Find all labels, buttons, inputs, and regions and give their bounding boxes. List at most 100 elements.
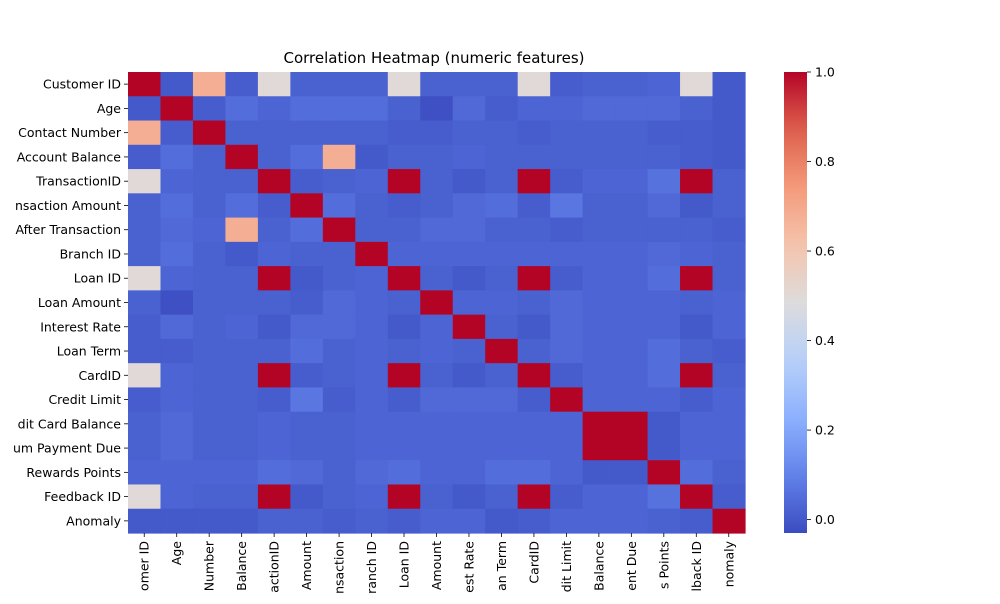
heatmap-cell (160, 217, 194, 243)
heatmap-cell (355, 241, 389, 267)
heatmap-cell (680, 508, 714, 534)
heatmap-cell (420, 241, 454, 267)
heatmap-cell (355, 435, 389, 461)
heatmap-cell (355, 120, 389, 146)
heatmap-cell (192, 484, 227, 510)
heatmap-cell (225, 290, 259, 316)
heatmap-cell (420, 435, 454, 461)
heatmap-cell (680, 241, 714, 267)
colorbar-tick-label: 0.8 (815, 154, 835, 169)
heatmap-cell (647, 72, 681, 97)
column-label: nsaction (332, 541, 347, 594)
heatmap-cell (452, 290, 486, 316)
row-label: CardID (78, 368, 121, 383)
column-label: dit Limit (559, 541, 574, 592)
heatmap-cell (550, 435, 584, 461)
heatmap-cell (322, 411, 356, 437)
heatmap-cell (290, 266, 324, 291)
heatmap-cell (582, 387, 616, 413)
heatmap-cell (225, 484, 259, 510)
heatmap-cell (680, 290, 714, 316)
heatmap-cell (485, 266, 519, 291)
heatmap-cell (160, 435, 194, 461)
heatmap-cell (387, 72, 421, 97)
heatmap-cell (420, 72, 454, 97)
heatmap-cell (550, 290, 584, 316)
heatmap-cell (355, 193, 389, 219)
row-label: After Transaction (16, 222, 122, 237)
heatmap-cell (225, 338, 259, 364)
heatmap-cell (160, 72, 194, 97)
row-labels: Customer ID Age Contact Number Account Bala… (13, 77, 128, 528)
heatmap-cell (452, 72, 486, 97)
heatmap-cell (355, 387, 389, 413)
heatmap-cell (615, 266, 649, 291)
heatmap-cell (615, 217, 649, 243)
heatmap-cell (225, 508, 259, 534)
heatmap-cell (355, 72, 389, 97)
heatmap-cell (192, 508, 227, 534)
heatmap-cell (550, 266, 584, 291)
heatmap-cell (192, 144, 227, 170)
heatmap-cell (290, 290, 324, 316)
heatmap-cell (452, 120, 486, 146)
row-label: nsaction Amount (15, 198, 121, 213)
heatmap-cell (128, 120, 162, 146)
heatmap-cell (485, 290, 519, 316)
heatmap-cell (128, 435, 162, 461)
heatmap-cell (225, 96, 259, 122)
heatmap-cell (712, 96, 746, 122)
heatmap-cell (355, 169, 389, 194)
heatmap-cell (680, 144, 714, 170)
heatmap-cell (582, 193, 616, 219)
heatmap-cell (680, 96, 714, 122)
heatmap-cell (225, 72, 259, 97)
heatmap-cell (290, 169, 324, 194)
heatmap-cell (128, 169, 162, 194)
column-label: omer ID (137, 541, 152, 591)
heatmap-cell (257, 460, 291, 486)
heatmap-cell (290, 460, 324, 486)
heatmap-cell (452, 484, 486, 510)
heatmap-cell (192, 266, 227, 291)
heatmap-cell (128, 484, 162, 510)
row-label: dit Card Balance (18, 416, 122, 431)
row-label: Rewards Points (26, 465, 121, 480)
heatmap-cell (712, 144, 746, 170)
heatmap-cell (680, 314, 714, 340)
heatmap-cell (387, 96, 421, 122)
heatmap-cell (452, 411, 486, 437)
heatmap-cell (322, 484, 356, 510)
column-label: nomaly (721, 540, 736, 587)
row-label: Branch ID (60, 246, 121, 261)
heatmap-cell (225, 460, 259, 486)
colorbar-tick-label: 1.0 (815, 65, 835, 80)
heatmap-cell (290, 484, 324, 510)
heatmap-cell (647, 387, 681, 413)
heatmap-cell (290, 338, 324, 364)
column-label: ranch ID (364, 541, 379, 594)
heatmap-cell (712, 435, 746, 461)
heatmap-cell (192, 460, 227, 486)
heatmap-cell (452, 508, 486, 534)
heatmap-cell (192, 193, 227, 219)
heatmap-cell (582, 241, 616, 267)
heatmap-cell (712, 338, 746, 364)
heatmap-cell (290, 217, 324, 243)
heatmap-cell (582, 96, 616, 122)
heatmap-cell (257, 193, 291, 219)
column-label: Loan ID (397, 541, 412, 588)
heatmap-cell (387, 120, 421, 146)
heatmap-cell (128, 96, 162, 122)
heatmap-cell (452, 241, 486, 267)
heatmap-cell (355, 290, 389, 316)
heatmap-cell (582, 484, 616, 510)
heatmap-cell (128, 460, 162, 486)
heatmap-cell (582, 290, 616, 316)
heatmap-cell (160, 387, 194, 413)
heatmap-cell (485, 144, 519, 170)
heatmap-cell (550, 144, 584, 170)
heatmap-cell (680, 193, 714, 219)
heatmap-cell (128, 508, 162, 534)
colorbar: 0.0 0.2 0.4 0.6 0.8 1.0 (784, 65, 835, 533)
